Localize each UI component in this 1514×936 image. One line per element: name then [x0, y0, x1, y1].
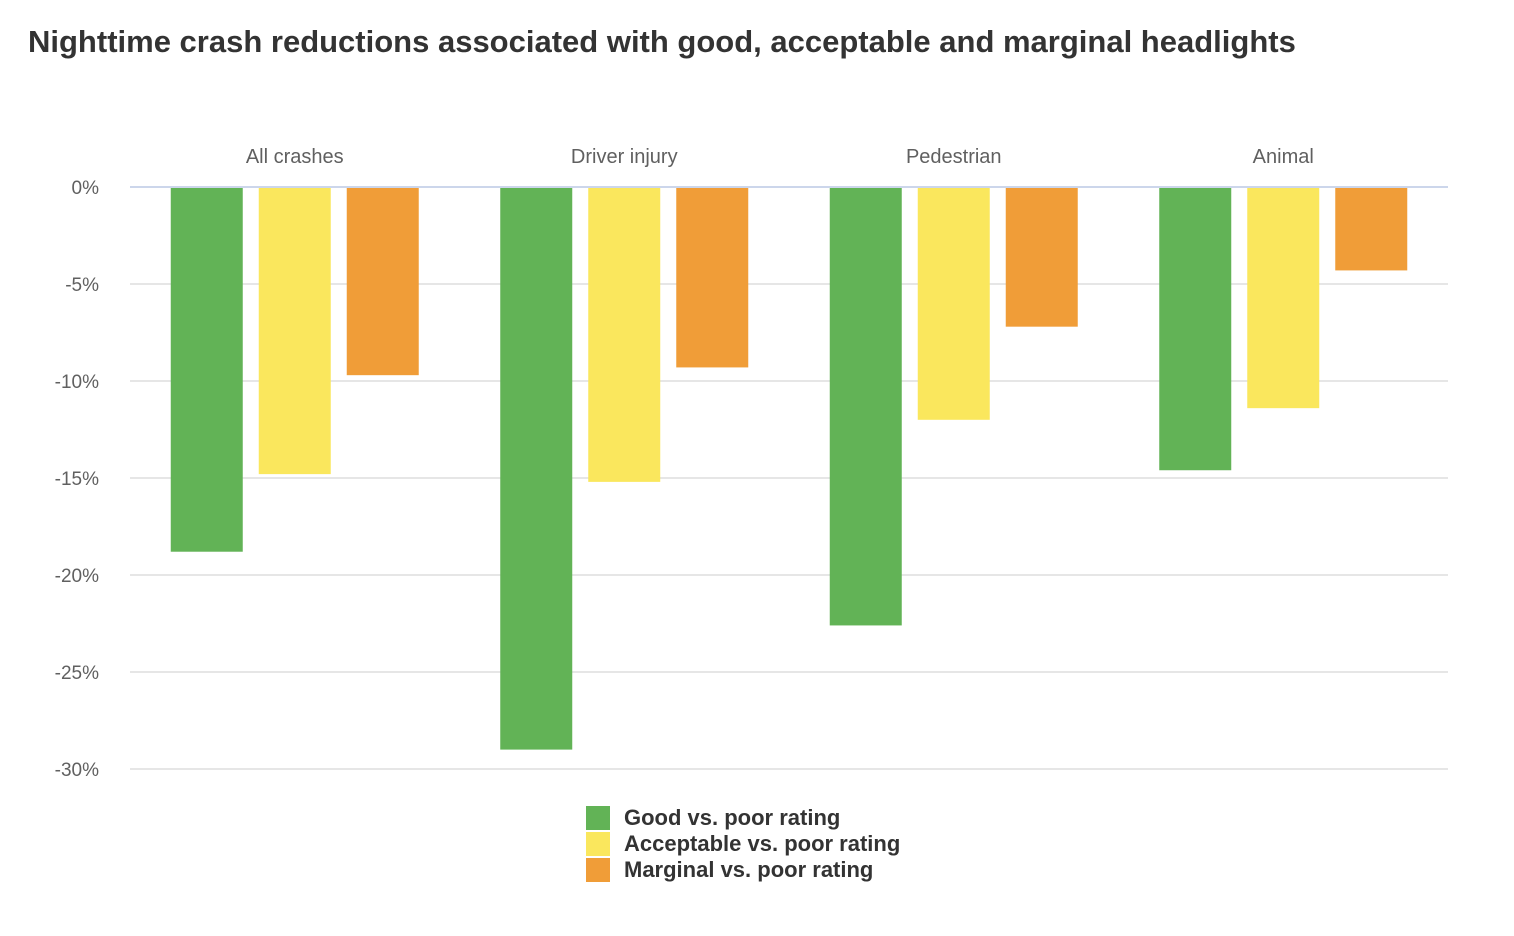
category-label: All crashes: [246, 146, 344, 168]
category-label: Driver injury: [571, 146, 678, 168]
bar: [917, 187, 990, 420]
legend-item[interactable]: Acceptable vs. poor rating: [586, 831, 900, 857]
legend-item[interactable]: Marginal vs. poor rating: [586, 857, 900, 883]
legend-label: Good vs. poor rating: [624, 805, 841, 830]
legend: Good vs. poor rating Acceptable vs. poor …: [586, 805, 900, 883]
y-tick-label: -20%: [55, 566, 99, 587]
bar: [1005, 187, 1078, 327]
bar: [676, 187, 749, 368]
bar: [588, 187, 661, 482]
y-tick-label: 0%: [72, 178, 100, 199]
y-tick-label: -25%: [55, 663, 99, 684]
y-tick-label: -5%: [65, 275, 99, 296]
bar-layer: [170, 187, 1408, 750]
category-label: Animal: [1253, 146, 1314, 168]
legend-label: Acceptable vs. poor rating: [624, 831, 901, 856]
legend-item[interactable]: Good vs. poor rating: [586, 805, 900, 831]
bar: [500, 187, 573, 750]
bar: [1335, 187, 1408, 271]
y-tick-label: -10%: [55, 372, 99, 393]
bar: [170, 187, 243, 552]
y-tick-label: -15%: [55, 469, 99, 490]
bar: [1247, 187, 1320, 409]
chart-title: Nighttime crash reductions associated wi…: [28, 24, 1296, 59]
category-label: Pedestrian: [906, 146, 1002, 168]
legend-swatch: [586, 858, 610, 882]
legend-swatch: [586, 806, 610, 830]
bar: [258, 187, 331, 475]
category-labels: All crashes Driver injury Pedestrian Animal: [246, 146, 1314, 168]
legend-swatch: [586, 832, 610, 856]
bar: [1159, 187, 1232, 471]
bar: [346, 187, 419, 376]
bar: [829, 187, 902, 626]
y-axis-tick-labels: 0% -5% -10% -15% -20% -25% -30%: [55, 178, 99, 781]
y-tick-label: -30%: [55, 760, 99, 781]
legend-label: Marginal vs. poor rating: [624, 857, 874, 882]
